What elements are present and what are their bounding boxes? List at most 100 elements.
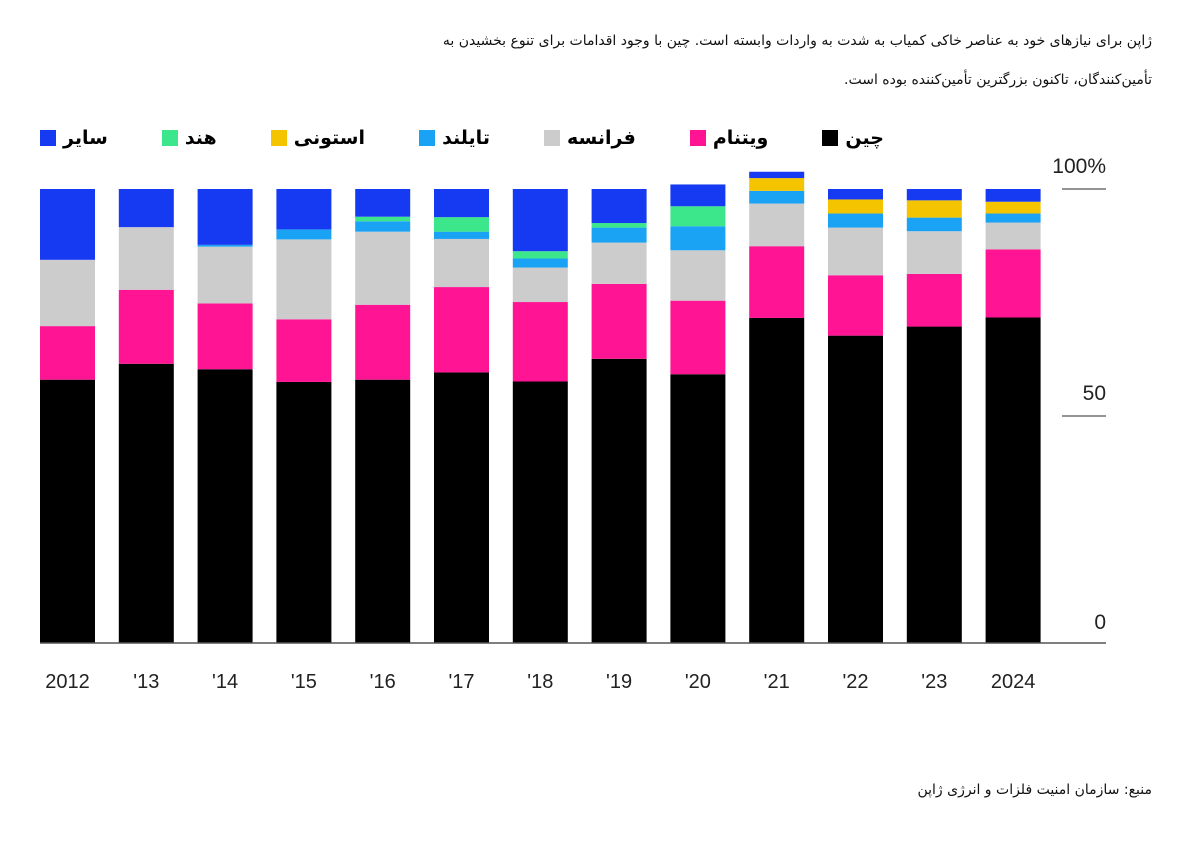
bar-segment-other <box>670 184 726 207</box>
bar-segment-france <box>906 231 962 274</box>
bar-segment-china <box>591 358 647 643</box>
bar-segment-france <box>118 227 174 290</box>
bar-segment-vietnam <box>40 326 95 380</box>
legend-item-china: چین <box>822 127 884 149</box>
bar-segment-china <box>40 379 95 643</box>
bar-segment-china <box>828 335 883 643</box>
legend-item-india: هند <box>161 127 217 149</box>
bar-segment-vietnam <box>670 300 726 375</box>
bar-segment-thailand <box>828 213 883 228</box>
chart-source: منبع: سازمان امنیت فلزات و انرژی ژاپن <box>917 782 1152 798</box>
bar-segment-other <box>355 189 411 217</box>
x-tick-label: '19 <box>606 671 632 693</box>
y-tick-label: 50 <box>1083 382 1106 405</box>
bar-segment-france <box>985 222 1041 250</box>
legend-item-estonia: استونی <box>270 127 366 149</box>
bar-segment-thailand <box>670 226 726 251</box>
legend-item-other: سایر <box>40 127 108 149</box>
legend-item-vietnam: ویتنام <box>689 127 769 149</box>
y-tick-label: 0 <box>1094 611 1106 634</box>
x-tick-label: '22 <box>842 671 868 693</box>
legend-item-france: فرانسه <box>544 127 636 149</box>
bar-segment-india <box>670 206 726 227</box>
legend-item-thailand: تایلند <box>419 127 490 149</box>
x-tick-label: '21 <box>764 671 790 693</box>
bar-segment-france <box>591 242 647 284</box>
legend-swatch-other <box>40 130 56 146</box>
bar-segment-vietnam <box>828 275 883 336</box>
bar-segment-thailand <box>749 190 805 204</box>
bar-segment-other <box>828 189 883 200</box>
bar-segment-vietnam <box>749 246 805 318</box>
bar-segment-china <box>355 379 411 643</box>
bar-segment-vietnam <box>906 273 962 327</box>
bar-segment-china <box>749 317 805 643</box>
bar-segment-france <box>670 250 726 301</box>
bar-segment-china <box>434 372 489 643</box>
bar-segment-thailand <box>434 231 489 239</box>
legend-label-france: فرانسه <box>567 127 636 149</box>
bar-segment-france <box>828 227 883 276</box>
bar-segment-other <box>591 189 647 224</box>
bar-segment-vietnam <box>985 249 1041 318</box>
bar-segment-china <box>512 381 568 643</box>
legend-swatch-thailand <box>419 130 436 146</box>
chart-legend: چین ویتنام فرانسه تایلند استونی هند سایر <box>40 122 884 154</box>
bar-segment-china <box>906 326 962 643</box>
bar-segment-vietnam <box>118 289 174 364</box>
y-tick-label: 100% <box>1052 155 1106 178</box>
bar-segment-india <box>591 223 647 228</box>
bar-segment-vietnam <box>276 319 332 382</box>
bar-segment-china <box>670 374 726 643</box>
chart-subtitle: ژاپن برای نیازهای خود به عناصر خاکی کمیا… <box>442 33 1152 88</box>
bar-segment-vietnam <box>591 283 647 359</box>
bar-segment-estonia <box>749 178 805 191</box>
bar-segment-vietnam <box>434 287 489 373</box>
bar-segment-other <box>118 189 174 228</box>
legend-label-india: هند <box>184 127 217 149</box>
legend-swatch-estonia <box>270 130 287 146</box>
bar-segment-china <box>276 381 332 643</box>
bar-segment-vietnam <box>355 304 411 380</box>
x-tick-label: '23 <box>921 671 947 693</box>
legend-label-estonia: استونی <box>293 127 366 149</box>
bar-segment-estonia <box>985 201 1041 214</box>
bar-segment-france <box>749 203 805 247</box>
bar-segment-other <box>985 189 1041 202</box>
bar-segment-france <box>512 267 568 303</box>
bar-segment-estonia <box>906 200 962 218</box>
x-tick-label: '14 <box>212 671 238 693</box>
bar-segment-india <box>434 217 489 232</box>
bar-segment-india <box>355 216 411 222</box>
bar-segment-france <box>276 239 332 320</box>
bar-segment-thailand <box>906 217 962 232</box>
legend-label-other: سایر <box>63 127 108 149</box>
bar-segment-other <box>276 189 332 230</box>
legend-swatch-china <box>822 130 839 146</box>
legend-label-vietnam: ویتنام <box>712 127 769 149</box>
bar-segment-thailand <box>355 221 411 232</box>
x-tick-label: '18 <box>527 671 553 693</box>
x-tick-label: '17 <box>448 671 474 693</box>
bar-segment-vietnam <box>512 302 568 382</box>
bar-segment-china <box>118 363 174 643</box>
bar-segment-other <box>197 189 253 245</box>
bar-segment-china <box>197 369 253 643</box>
x-tick-label: '13 <box>133 671 159 693</box>
bar-segment-vietnam <box>197 303 253 370</box>
bar-segment-china <box>985 317 1041 643</box>
bar-segment-estonia <box>828 199 883 214</box>
bar-segment-france <box>197 246 253 304</box>
x-tick-label: '16 <box>370 671 396 693</box>
bar-segment-france <box>355 231 411 305</box>
bar-segment-other <box>40 189 95 260</box>
legend-label-thailand: تایلند <box>442 127 490 149</box>
legend-swatch-india <box>161 130 178 146</box>
legend-label-china: چین <box>845 127 884 149</box>
bar-segment-france <box>40 259 95 327</box>
x-tick-label: '15 <box>291 671 317 693</box>
bar-segment-thailand <box>197 244 253 247</box>
bar-segment-other <box>749 171 805 179</box>
bar-segment-other <box>906 189 962 201</box>
